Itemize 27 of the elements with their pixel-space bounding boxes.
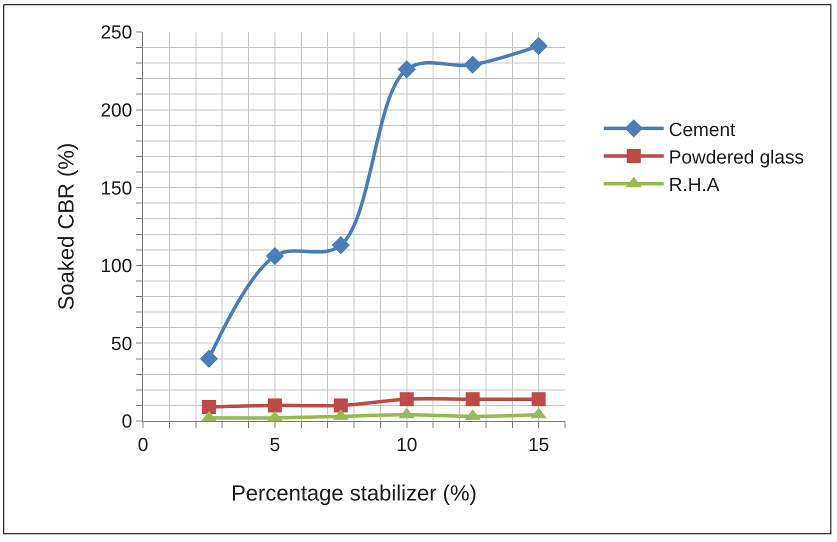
point [532, 392, 546, 406]
x-tick-label: 0 [138, 434, 148, 456]
y-tick-label: 0 [122, 412, 132, 433]
x-axis-title: Percentage stabilizer (%) [231, 480, 477, 506]
point [466, 392, 480, 406]
point [202, 400, 216, 414]
legend-label: Cement [668, 120, 736, 141]
point [266, 246, 284, 266]
y-tick-label: 50 [111, 334, 132, 355]
point [464, 56, 482, 74]
legend-label: Powdered glass [668, 147, 804, 168]
y-tick-label: 200 [100, 100, 132, 122]
legend-label: R.H.A [668, 175, 720, 196]
y-axis-title: Soaked CBR (%) [53, 142, 78, 310]
y-tick-label: 100 [100, 256, 132, 278]
x-tick-label: 5 [270, 434, 280, 456]
y-tick-label: 150 [100, 178, 132, 200]
point [530, 36, 548, 56]
point [334, 398, 348, 412]
point [200, 350, 218, 368]
point [398, 60, 416, 78]
point [332, 236, 350, 254]
point [268, 398, 282, 412]
point [400, 392, 414, 406]
y-tick-label: 250 [100, 22, 132, 44]
x-tick-label: 10 [396, 434, 418, 456]
x-tick-label: 15 [528, 434, 550, 456]
